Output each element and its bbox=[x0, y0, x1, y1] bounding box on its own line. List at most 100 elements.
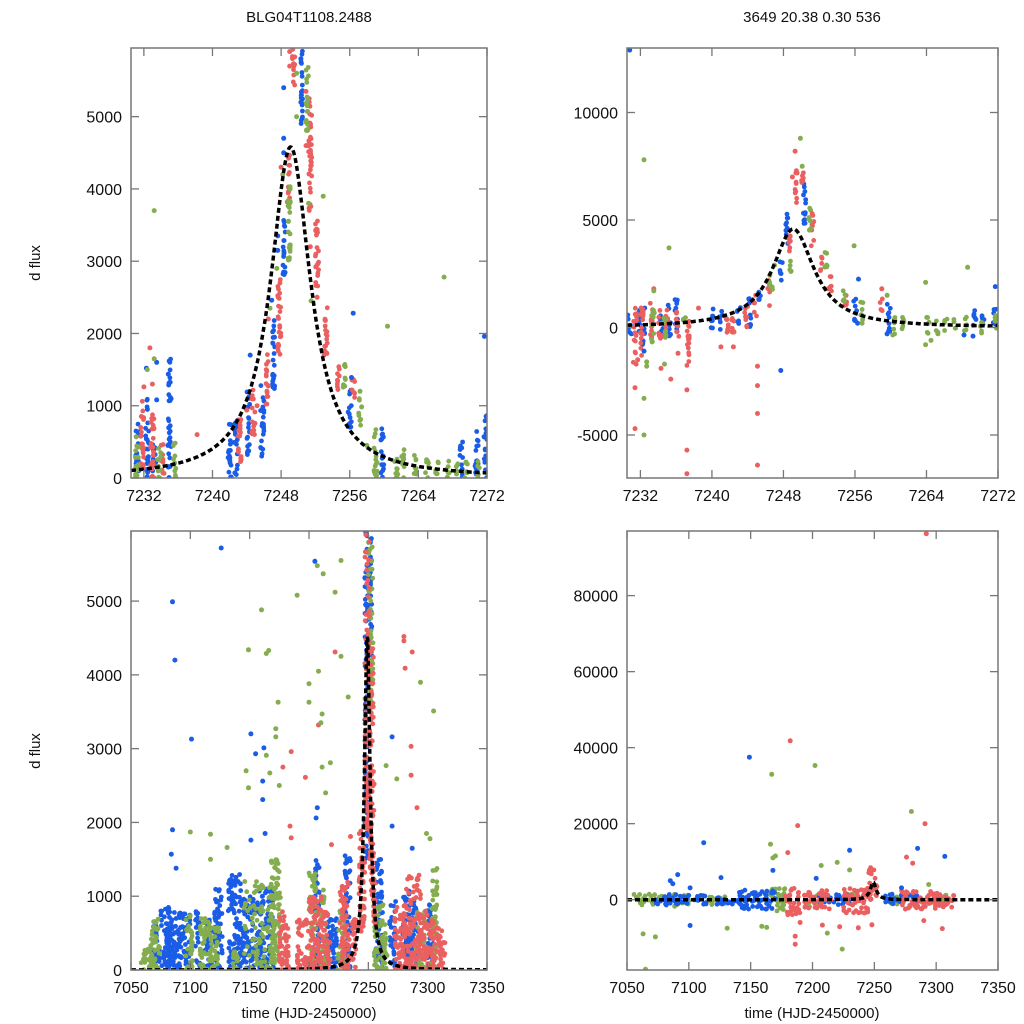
data-point-green bbox=[152, 957, 158, 963]
data-point-red bbox=[686, 337, 691, 343]
data-point-green bbox=[908, 809, 914, 814]
data-point-red bbox=[402, 912, 408, 918]
data-point-red bbox=[315, 283, 321, 289]
data-point-red bbox=[877, 300, 883, 305]
data-point-blue bbox=[673, 305, 679, 311]
y-tick-label: 0 bbox=[609, 893, 618, 910]
data-point-green bbox=[149, 952, 155, 958]
data-point-red bbox=[819, 922, 825, 928]
data-point-blue bbox=[884, 331, 890, 337]
data-point-green bbox=[372, 962, 378, 968]
data-point-green bbox=[156, 950, 162, 956]
data-point-green bbox=[374, 468, 380, 474]
data-point-red bbox=[656, 314, 662, 320]
data-point-green bbox=[963, 327, 969, 333]
data-point-green bbox=[394, 470, 400, 475]
data-point-red bbox=[140, 408, 146, 414]
data-point-green bbox=[435, 460, 441, 466]
data-point-green bbox=[321, 887, 326, 893]
data-point-blue bbox=[627, 48, 633, 53]
data-point-blue bbox=[195, 939, 201, 945]
data-point-red bbox=[342, 930, 348, 936]
data-point-red bbox=[306, 928, 311, 934]
data-point-red bbox=[306, 171, 312, 177]
y-tick-label: 0 bbox=[113, 963, 122, 980]
data-point-red bbox=[789, 886, 795, 892]
data-point-green bbox=[377, 907, 382, 913]
data-point-blue bbox=[972, 315, 978, 321]
data-point-green bbox=[382, 931, 388, 936]
data-point-blue bbox=[213, 897, 218, 902]
data-point-red bbox=[406, 874, 412, 879]
data-point-green bbox=[847, 867, 853, 873]
data-point-green bbox=[155, 916, 161, 922]
data-point-red bbox=[318, 924, 324, 930]
data-point-red bbox=[138, 433, 144, 439]
data-point-blue bbox=[328, 932, 334, 938]
data-point-green bbox=[248, 905, 253, 910]
data-point-blue bbox=[314, 805, 320, 811]
data-point-blue bbox=[388, 903, 394, 908]
data-point-red bbox=[412, 923, 417, 929]
data-point-red bbox=[402, 665, 408, 671]
data-point-green bbox=[651, 331, 657, 336]
data-point-red bbox=[423, 908, 428, 914]
data-point-red bbox=[363, 532, 369, 538]
data-point-red bbox=[855, 888, 860, 894]
data-point-blue bbox=[193, 943, 198, 949]
data-point-green bbox=[644, 359, 650, 365]
data-point-green bbox=[202, 916, 208, 921]
data-point-red bbox=[285, 943, 291, 949]
data-point-red bbox=[366, 585, 372, 591]
plot-area bbox=[131, 531, 487, 970]
data-point-red bbox=[277, 309, 283, 314]
x-tick-label: 7150 bbox=[733, 980, 769, 997]
data-point-red bbox=[684, 447, 690, 453]
data-point-green bbox=[724, 925, 730, 931]
data-point-red bbox=[322, 938, 327, 944]
data-point-red bbox=[407, 930, 413, 936]
data-point-blue bbox=[347, 895, 353, 901]
data-point-green bbox=[266, 648, 272, 653]
data-point-green bbox=[183, 953, 189, 959]
data-point-green bbox=[841, 297, 847, 302]
data-point-blue bbox=[156, 959, 162, 964]
data-point-red bbox=[438, 942, 444, 948]
data-point-green bbox=[318, 720, 324, 726]
data-point-red bbox=[879, 286, 885, 292]
data-point-green bbox=[768, 841, 773, 847]
data-point-blue bbox=[481, 333, 487, 339]
data-point-red bbox=[279, 943, 285, 949]
data-point-red bbox=[430, 936, 436, 942]
data-point-red bbox=[308, 956, 314, 961]
data-point-blue bbox=[672, 297, 678, 303]
data-point-blue bbox=[232, 470, 238, 476]
data-point-red bbox=[795, 823, 801, 829]
data-point-blue bbox=[226, 896, 232, 901]
data-point-blue bbox=[217, 887, 222, 892]
data-point-green bbox=[260, 934, 266, 940]
data-point-red bbox=[326, 961, 332, 967]
data-point-green bbox=[294, 70, 300, 76]
data-point-blue bbox=[763, 906, 769, 912]
data-point-red bbox=[276, 329, 282, 335]
plot-area bbox=[131, 48, 487, 478]
data-point-blue bbox=[159, 963, 165, 969]
data-point-green bbox=[253, 906, 259, 911]
data-point-blue bbox=[281, 135, 287, 141]
data-point-green bbox=[263, 752, 269, 758]
data-point-red bbox=[277, 334, 283, 340]
data-point-red bbox=[139, 398, 145, 404]
data-point-green bbox=[245, 908, 251, 914]
data-point-blue bbox=[260, 797, 266, 803]
data-point-blue bbox=[241, 940, 247, 946]
data-point-blue bbox=[670, 881, 676, 887]
data-point-green bbox=[901, 317, 906, 322]
data-point-green bbox=[430, 878, 436, 884]
data-point-red bbox=[312, 941, 318, 947]
data-point-green bbox=[304, 109, 310, 114]
data-point-red bbox=[249, 431, 255, 437]
y-tick-label: 5000 bbox=[86, 594, 122, 611]
data-point-green bbox=[310, 875, 315, 881]
data-point-blue bbox=[271, 362, 277, 368]
